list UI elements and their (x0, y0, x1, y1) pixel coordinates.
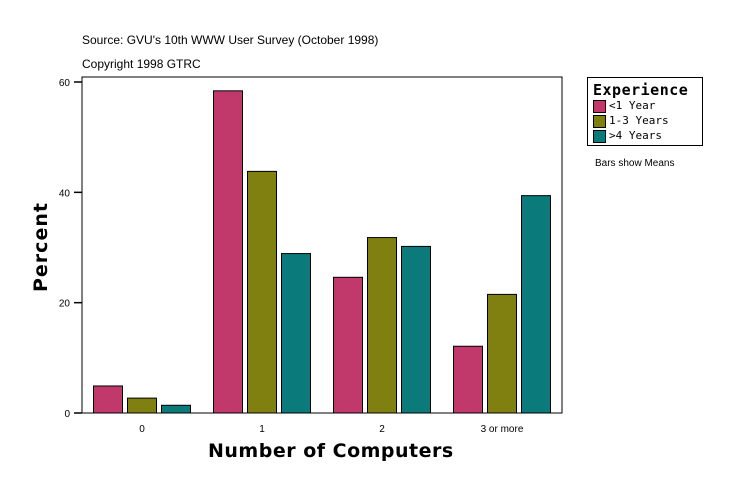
source-note: Source: GVU's 10th WWW User Survey (Octo… (82, 33, 379, 47)
bar--4-Years-3-or-more (521, 195, 551, 414)
legend-swatch (593, 99, 606, 113)
legend-label: >4 Years (609, 129, 662, 142)
bar--4-Years-2 (401, 245, 431, 414)
legend-label: 1-3 Years (609, 114, 669, 127)
legend-swatch (593, 129, 606, 143)
bar-1-3-Years-0 (127, 397, 157, 414)
x-tick-label: 0 (139, 424, 145, 435)
legend-swatch (593, 114, 606, 128)
legend-item-gt4: >4 Years (593, 129, 662, 143)
bar--1-Year-0 (93, 385, 123, 414)
y-tick-label: 40 (59, 188, 71, 199)
legend: Experience <1 Year 1-3 Years >4 Years (587, 77, 703, 146)
legend-item-lt1: <1 Year (593, 99, 656, 113)
y-axis: 0 20 40 60 (59, 78, 82, 420)
bar-1-3-Years-2 (367, 237, 397, 414)
legend-title: Experience (593, 81, 689, 99)
x-axis: 0 1 2 3 or more (139, 424, 524, 435)
x-axis-label: Number of Computers (208, 440, 454, 462)
legend-label: <1 Year (609, 99, 656, 112)
y-tick-label: 60 (59, 78, 71, 89)
bar--1-Year-1 (213, 90, 243, 414)
copyright-note: Copyright 1998 GTRC (82, 57, 201, 71)
bar--1-Year-3-or-more (453, 345, 483, 414)
legend-item-1to3: 1-3 Years (593, 114, 669, 128)
y-tick-label: 0 (64, 409, 70, 420)
bar-1-3-Years-1 (247, 170, 277, 414)
x-tick-label: 3 or more (481, 424, 524, 435)
bar--4-Years-0 (161, 404, 191, 414)
bar--1-Year-2 (333, 276, 363, 414)
x-tick-label: 1 (259, 424, 265, 435)
y-axis-label: Percent (30, 202, 52, 292)
bars (93, 90, 551, 414)
bar-1-3-Years-3-or-more (487, 293, 517, 414)
bar--4-Years-1 (281, 253, 311, 414)
x-tick-label: 2 (379, 424, 385, 435)
bars-note: Bars show Means (595, 158, 675, 169)
y-tick-label: 20 (59, 299, 71, 310)
